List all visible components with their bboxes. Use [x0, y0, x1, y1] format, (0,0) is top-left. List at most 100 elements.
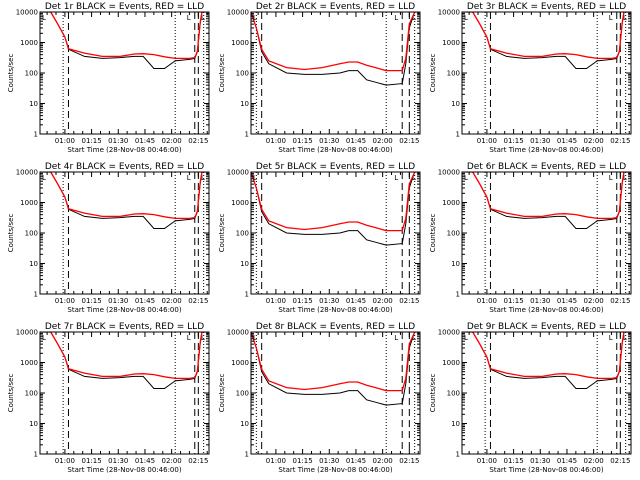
- y-tick-label: 1000: [231, 359, 249, 367]
- x-tick-label: 02:00: [584, 137, 604, 145]
- x-tick-label: 01:30: [108, 137, 128, 145]
- y-tick-label: 100: [236, 70, 249, 78]
- lld-series-line: [251, 172, 420, 232]
- x-tick-label: 01:15: [503, 457, 523, 465]
- x-axis-label: Start Time (28-Nov-08 00:46:00): [67, 306, 181, 314]
- x-tick-label: 02:15: [188, 297, 208, 305]
- x-tick-label: 02:00: [373, 457, 393, 465]
- panel-title: Det 3r BLACK = Events, RED = LLD: [467, 2, 626, 12]
- y-tick-label: 10: [240, 100, 249, 108]
- x-tick-label: 01:00: [477, 137, 497, 145]
- y-axis-label: Counts/sec: [218, 214, 226, 253]
- panel-title: Det 9r BLACK = Events, RED = LLD: [467, 322, 626, 332]
- y-tick-label: 100: [25, 70, 38, 78]
- y-tick-label: 1: [456, 291, 460, 299]
- y-tick-label: 10000: [438, 9, 460, 17]
- events-series-line: [251, 172, 420, 246]
- lld-series-line: [462, 12, 631, 60]
- marker-corner-label: L: [42, 334, 46, 342]
- panel-det-6: Det 6r BLACK = Events, RED = LLD L L L 1 10 10…: [429, 162, 632, 314]
- panel-title: Det 4r BLACK = Events, RED = LLD: [45, 162, 204, 172]
- x-tick-label: 01:00: [477, 457, 497, 465]
- x-tick-label: 02:00: [373, 137, 393, 145]
- x-tick-label: 01:30: [108, 457, 128, 465]
- x-axis-label: Start Time (28-Nov-08 00:46:00): [489, 306, 603, 314]
- x-tick-label: 01:45: [346, 297, 366, 305]
- x-tick-label: 01:45: [557, 297, 577, 305]
- x-tick-label: 02:15: [399, 137, 419, 145]
- x-tick-label: 01:00: [266, 297, 286, 305]
- marker-corner-label: L: [464, 334, 468, 342]
- panel-det-3: Det 3r BLACK = Events, RED = LLD L L L 1 10 10…: [429, 2, 632, 154]
- x-tick-label: 01:00: [55, 297, 75, 305]
- y-tick-label: 100: [447, 230, 460, 238]
- x-tick-label: 02:00: [373, 297, 393, 305]
- x-tick-label: 02:15: [188, 457, 208, 465]
- marker-corner-label: L: [623, 334, 627, 342]
- x-tick-label: 01:00: [266, 457, 286, 465]
- y-tick-label: 1000: [442, 39, 460, 47]
- y-tick-label: 10: [29, 260, 38, 268]
- y-tick-label: 1: [34, 291, 38, 299]
- events-series-line: [251, 12, 420, 86]
- marker-corner-label: L: [412, 334, 416, 342]
- y-tick-label: 10: [240, 420, 249, 428]
- y-tick-label: 1000: [20, 359, 38, 367]
- events-series-line: [251, 332, 420, 406]
- y-tick-label: 1: [34, 131, 38, 139]
- x-tick-label: 01:00: [55, 457, 75, 465]
- x-tick-label: 01:00: [266, 137, 286, 145]
- x-tick-label: 02:15: [610, 297, 630, 305]
- x-tick-label: 01:15: [503, 137, 523, 145]
- marker-corner-label: L: [187, 334, 191, 342]
- x-tick-label: 01:00: [477, 297, 497, 305]
- y-tick-label: 10: [451, 420, 460, 428]
- lld-series-line: [251, 12, 420, 72]
- x-axis-label: Start Time (28-Nov-08 00:46:00): [278, 146, 392, 154]
- x-tick-label: 02:15: [610, 137, 630, 145]
- x-axis-label: Start Time (28-Nov-08 00:46:00): [67, 466, 181, 474]
- x-tick-label: 02:00: [584, 457, 604, 465]
- x-tick-label: 01:45: [346, 137, 366, 145]
- x-tick-label: 02:15: [188, 137, 208, 145]
- x-tick-label: 01:30: [530, 297, 550, 305]
- y-tick-label: 1000: [20, 39, 38, 47]
- y-tick-label: 1000: [231, 39, 249, 47]
- lld-series-line: [251, 332, 420, 392]
- x-tick-label: 01:30: [108, 297, 128, 305]
- marker-corner-label: L: [253, 334, 257, 342]
- panel-title: Det 8r BLACK = Events, RED = LLD: [256, 322, 415, 332]
- marker-corner-label: L: [42, 14, 46, 22]
- marker-corner-label: L: [464, 174, 468, 182]
- panel-det-2: Det 2r BLACK = Events, RED = LLD L L L 1 10 10…: [218, 2, 421, 154]
- panel-det-8: Det 8r BLACK = Events, RED = LLD L L L 1 10 10…: [218, 322, 421, 474]
- y-tick-label: 10000: [227, 9, 249, 17]
- lld-series-line: [40, 172, 209, 220]
- y-tick-label: 10000: [438, 169, 460, 177]
- y-axis-label: Counts/sec: [7, 54, 15, 93]
- panel-title: Det 6r BLACK = Events, RED = LLD: [467, 162, 626, 172]
- marker-corner-label: L: [609, 14, 613, 22]
- y-tick-label: 10000: [227, 169, 249, 177]
- marker-corner-label: L: [623, 14, 627, 22]
- x-tick-label: 01:15: [503, 297, 523, 305]
- x-tick-label: 01:15: [292, 137, 312, 145]
- x-tick-label: 02:00: [584, 297, 604, 305]
- x-tick-label: 01:30: [530, 457, 550, 465]
- y-tick-label: 10: [451, 100, 460, 108]
- x-tick-label: 01:30: [319, 137, 339, 145]
- lld-series-line: [462, 332, 631, 380]
- y-tick-label: 1: [245, 451, 249, 459]
- y-tick-label: 1: [456, 451, 460, 459]
- y-tick-label: 10000: [16, 169, 38, 177]
- y-tick-label: 10000: [16, 9, 38, 17]
- x-tick-label: 02:00: [162, 137, 182, 145]
- y-tick-label: 10: [29, 100, 38, 108]
- x-axis-label: Start Time (28-Nov-08 00:46:00): [278, 466, 392, 474]
- panel-title: Det 1r BLACK = Events, RED = LLD: [45, 2, 204, 12]
- y-axis-label: Counts/sec: [429, 54, 437, 93]
- marker-corner-label: L: [623, 174, 627, 182]
- panel-title: Det 7r BLACK = Events, RED = LLD: [45, 322, 204, 332]
- panel-det-4: Det 4r BLACK = Events, RED = LLD L L L 1 10 10…: [7, 162, 210, 314]
